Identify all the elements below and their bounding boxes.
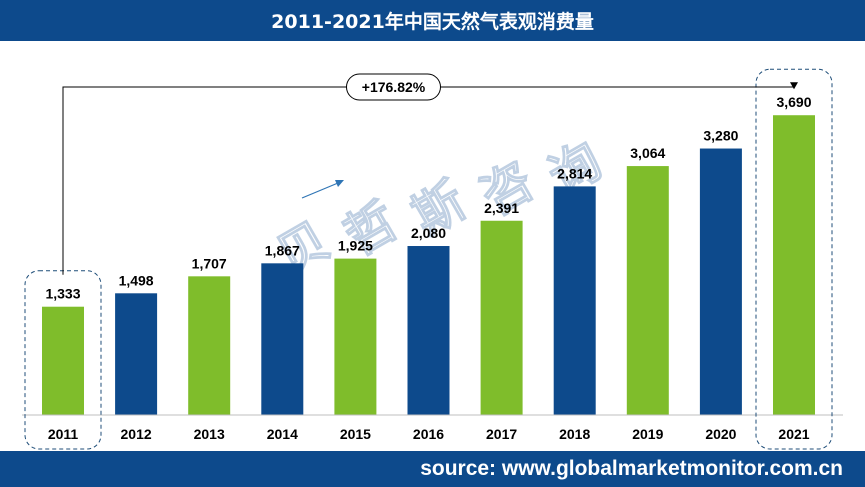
value-label-2021: 3,690	[776, 94, 811, 110]
x-tick-2015: 2015	[340, 426, 371, 442]
x-tick-2011: 2011	[48, 426, 79, 442]
x-tick-2019: 2019	[632, 426, 663, 442]
growth-arrowhead	[790, 82, 798, 90]
bar-2014	[261, 263, 304, 415]
value-label-2020: 3,280	[703, 128, 738, 144]
value-label-2019: 3,064	[630, 145, 665, 161]
x-tick-2021: 2021	[778, 426, 809, 442]
value-label-2016: 2,080	[411, 225, 446, 241]
bar-2015	[334, 258, 377, 415]
chart-title-bar: 2011-2021年中国天然气表观消费量	[0, 0, 865, 41]
x-tick-2016: 2016	[413, 426, 444, 442]
x-tick-2013: 2013	[194, 426, 225, 442]
bar-2018	[553, 186, 596, 415]
bar-2013	[188, 276, 231, 415]
growth-label: +176.82%	[362, 79, 426, 95]
value-label-2018: 2,814	[557, 165, 592, 181]
value-label-2013: 1,707	[192, 255, 227, 271]
x-tick-2017: 2017	[486, 426, 517, 442]
growth-label-badge	[346, 73, 441, 101]
value-label-2014: 1,867	[265, 242, 300, 258]
bar-2016	[407, 246, 450, 415]
value-labels: 1,333 1,498 1,707 1,867 1,925 2,080 2,391 2,814…	[45, 94, 811, 301]
chart-title: 2011-2021年中国天然气表观消费量	[271, 11, 594, 33]
value-label-2017: 2,391	[484, 200, 519, 216]
trend-arrowhead-icon	[335, 180, 344, 187]
highlight-box-last	[755, 68, 833, 450]
source-footer: source: www.globalmarketmonitor.com.cn	[0, 451, 865, 487]
source-text: source: www.globalmarketmonitor.com.cn	[420, 457, 843, 480]
bars	[42, 115, 815, 416]
bar-2012	[115, 293, 158, 415]
x-tick-2014: 2014	[267, 426, 298, 442]
bar-2020	[699, 148, 742, 416]
value-label-2011: 1,333	[45, 286, 80, 302]
growth-connector-line	[62, 83, 795, 275]
bar-2011	[42, 306, 84, 415]
x-tick-2018: 2018	[559, 426, 590, 442]
bar-2021	[773, 115, 815, 415]
bar-2019	[626, 166, 669, 415]
x-axis-tick-labels: 2011 2012 2013 2014 2015 2016 2017 2018 2019 2020…	[22, 414, 843, 442]
value-label-2012: 1,498	[119, 272, 154, 288]
x-tick-2020: 2020	[705, 426, 736, 442]
x-tick-2012: 2012	[121, 426, 152, 442]
growth-annotation: +176.82%	[24, 68, 833, 450]
trend-arrow-icon	[301, 182, 339, 199]
value-label-2015: 1,925	[338, 238, 373, 254]
watermark-char: 哲	[335, 191, 407, 266]
bar-2017	[480, 220, 523, 415]
